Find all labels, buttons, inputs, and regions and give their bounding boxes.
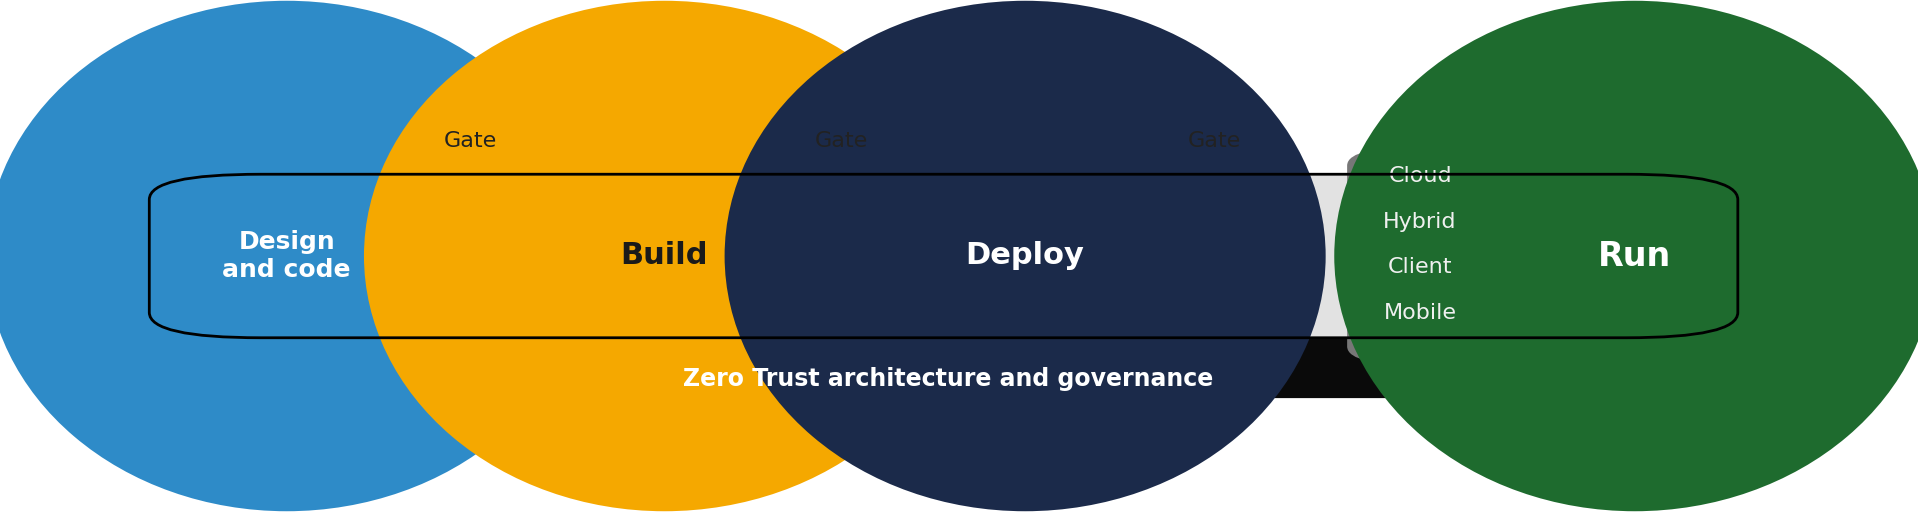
FancyBboxPatch shape (136, 289, 1751, 398)
Text: Zero Trust architecture and governance: Zero Trust architecture and governance (683, 367, 1212, 391)
Bar (830, 186, 852, 206)
Bar (1203, 226, 1226, 246)
FancyBboxPatch shape (1346, 145, 1492, 367)
Text: Gate: Gate (443, 131, 497, 151)
Bar (830, 306, 852, 326)
Ellipse shape (1335, 1, 1918, 511)
Ellipse shape (364, 1, 965, 511)
Ellipse shape (0, 1, 587, 511)
Text: Build: Build (621, 242, 708, 270)
Ellipse shape (725, 1, 1325, 511)
FancyBboxPatch shape (150, 174, 1738, 338)
Text: Hybrid: Hybrid (1383, 211, 1458, 231)
Text: Mobile: Mobile (1383, 304, 1456, 324)
Bar (458, 186, 481, 206)
Bar (1203, 266, 1226, 286)
Text: Client: Client (1389, 258, 1452, 278)
Text: Run: Run (1598, 240, 1671, 272)
Text: Gate: Gate (1187, 131, 1241, 151)
Bar (1203, 186, 1226, 206)
Bar (458, 226, 481, 246)
Text: Gate: Gate (815, 131, 869, 151)
Text: Design
and code: Design and code (222, 230, 351, 282)
Bar (458, 266, 481, 286)
Text: Cloud: Cloud (1389, 165, 1452, 185)
Text: Deploy: Deploy (965, 242, 1084, 270)
Bar (458, 306, 481, 326)
Bar (830, 266, 852, 286)
Bar (830, 226, 852, 246)
Bar (1203, 306, 1226, 326)
